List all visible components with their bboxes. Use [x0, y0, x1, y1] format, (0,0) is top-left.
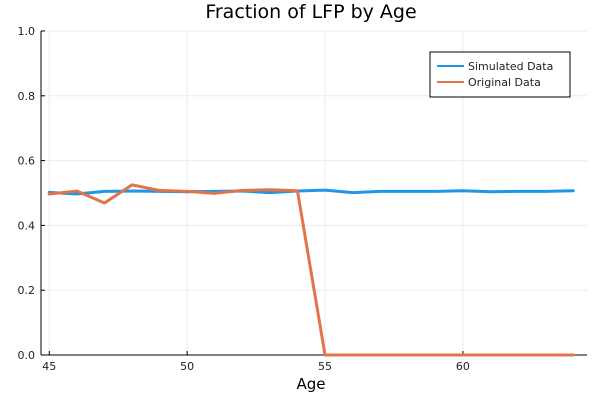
y-tick-label: 1.0 [18, 25, 36, 38]
y-tick-label: 0.0 [18, 349, 36, 362]
x-tick-label: 60 [456, 360, 470, 373]
x-ticks: 45 50 55 60 [42, 351, 470, 373]
x-tick-label: 55 [318, 360, 332, 373]
y-ticks: 0.0 0.2 0.4 0.6 0.8 1.0 [18, 25, 45, 362]
y-tick-label: 0.4 [18, 219, 36, 232]
legend-label: Simulated Data [468, 60, 553, 73]
x-tick-label: 45 [42, 360, 56, 373]
y-tick-label: 0.8 [18, 90, 36, 103]
series-line-original-data [47, 183, 575, 357]
series-group [47, 183, 575, 357]
series-line-simulated-data [47, 188, 575, 196]
y-tick-label: 0.6 [18, 155, 36, 168]
legend: Simulated Data Original Data [429, 51, 571, 98]
chart-title: Fraction of LFP by Age [205, 1, 416, 23]
x-axis-label: Age [296, 375, 325, 393]
legend-label: Original Data [468, 76, 541, 89]
y-tick-label: 0.2 [18, 284, 36, 297]
x-tick-label: 50 [180, 360, 194, 373]
legend-box [429, 51, 571, 98]
